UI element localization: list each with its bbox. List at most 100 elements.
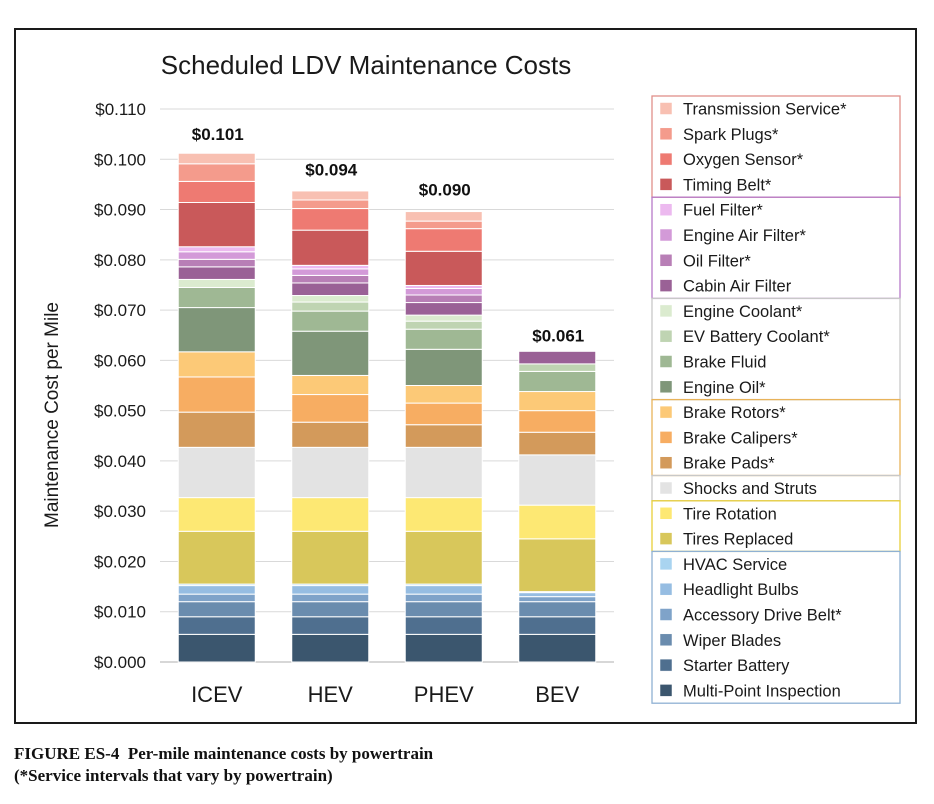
bar-segment <box>177 497 256 532</box>
bar-segment <box>291 446 370 499</box>
chart-frame: Scheduled LDV Maintenance Costs Maintena… <box>14 28 917 724</box>
y-tick-label: $0.090 <box>94 201 146 220</box>
bar-segment <box>177 251 256 260</box>
bar-segment <box>177 633 256 663</box>
bar-segment <box>177 446 256 499</box>
legend-swatch <box>659 254 673 267</box>
bar-segment <box>404 585 483 595</box>
bar-segment <box>518 601 597 618</box>
bar-segment <box>404 250 483 286</box>
y-tick-label: $0.070 <box>94 301 146 320</box>
bar-segment <box>291 199 370 210</box>
legend-label: Engine Air Filter* <box>683 227 806 245</box>
legend-label: Fuel Filter* <box>683 202 763 220</box>
bar-segment <box>404 302 483 316</box>
legend-swatch <box>659 456 673 469</box>
bar-segment <box>404 328 483 350</box>
bar-segment <box>404 228 483 252</box>
legend-label: Engine Oil* <box>683 379 766 397</box>
bars <box>177 152 597 663</box>
legend-label: Oil Filter* <box>683 252 751 270</box>
legend-swatch <box>659 633 673 647</box>
figure-caption-note: (*Service intervals that vary by powertr… <box>14 766 333 785</box>
bar-segment <box>177 530 256 585</box>
legend-label: Transmission Service* <box>683 101 847 119</box>
legend-label: Timing Belt* <box>683 176 772 194</box>
bar-segment <box>291 530 370 585</box>
bar-segment <box>291 268 370 276</box>
bar-segment <box>404 320 483 330</box>
legend-label: Spark Plugs* <box>683 126 779 144</box>
y-tick-label: $0.100 <box>94 150 146 169</box>
bar-segment <box>404 348 483 387</box>
bar-segment <box>291 394 370 423</box>
total-label: $0.090 <box>419 181 471 200</box>
bar-segment <box>404 220 483 230</box>
legend-swatch <box>659 102 673 115</box>
bar-segment <box>177 152 256 165</box>
y-tick-labels: $0.000 $0.010 $0.020 $0.030 $0.040 $0.050 $0.0… <box>94 100 146 672</box>
bar-segment <box>404 616 483 635</box>
bar-segment <box>291 633 370 663</box>
bar-segment <box>291 585 370 595</box>
y-tick-label: $0.010 <box>94 603 146 622</box>
bar-segment <box>177 593 256 603</box>
bar-segment <box>404 294 483 304</box>
bar-segment <box>291 374 370 396</box>
bar-segment <box>291 616 370 635</box>
bar-segment <box>291 208 370 231</box>
legend-label: Starter Battery <box>683 657 790 675</box>
legend-label: Cabin Air Filter <box>683 278 792 296</box>
bar-segment <box>291 310 370 332</box>
bar-segment <box>291 229 370 266</box>
stacked-bar-chart: Scheduled LDV Maintenance Costs Maintena… <box>42 50 901 707</box>
bar-segment <box>177 376 256 413</box>
legend-swatch <box>659 481 673 495</box>
x-tick-label: PHEV <box>414 682 474 707</box>
bar-segment <box>518 370 597 393</box>
legend-swatch <box>659 304 673 318</box>
legend-swatch <box>659 532 673 545</box>
bar-segment <box>518 431 597 456</box>
legend-label: Multi-Point Inspection <box>683 682 841 700</box>
legend-swatch <box>659 431 673 444</box>
bar-segment <box>291 274 370 284</box>
bar-segment <box>404 385 483 404</box>
bar-segment <box>291 601 370 618</box>
bar-segment <box>518 538 597 593</box>
bar-segment <box>518 596 597 603</box>
bar-segment <box>518 363 597 372</box>
bar-segment <box>177 278 256 288</box>
legend-label: Accessory Drive Belt* <box>683 607 842 625</box>
bar-segment <box>291 264 370 270</box>
figure-caption: FIGURE ES-4 Per-mile maintenance costs b… <box>14 744 434 763</box>
legend-label: Tire Rotation <box>683 505 777 523</box>
y-tick-label: $0.050 <box>94 402 146 421</box>
legend-label: Oxygen Sensor* <box>683 151 804 169</box>
bar-segment <box>177 585 256 595</box>
legend-swatch <box>659 684 673 697</box>
bar-segment <box>404 593 483 603</box>
bar-segment <box>291 330 370 376</box>
y-tick-label: $0.040 <box>94 452 146 471</box>
legend-label: Brake Calipers* <box>683 429 798 447</box>
y-tick-label: $0.000 <box>94 653 146 672</box>
bar-segment <box>404 424 483 448</box>
legend-label: Brake Pads* <box>683 455 775 473</box>
total-label: $0.101 <box>192 125 244 144</box>
bar-segment <box>177 307 256 353</box>
y-tick-label: $0.030 <box>94 502 146 521</box>
legend-label: Wiper Blades <box>683 632 781 650</box>
bar-segment <box>177 601 256 618</box>
legend-label: EV Battery Coolant* <box>683 328 830 346</box>
legend-swatch <box>659 405 673 419</box>
legend-label: Shocks and Struts <box>683 480 817 498</box>
bar-segment <box>404 530 483 585</box>
y-tick-label: $0.080 <box>94 251 146 270</box>
legend-label: Engine Coolant* <box>683 303 803 321</box>
legend-swatch <box>659 608 673 621</box>
legend-swatch <box>659 557 673 571</box>
y-tick-label: $0.020 <box>94 552 146 571</box>
bar-segment <box>518 350 597 365</box>
legend-label: Brake Rotors* <box>683 404 786 422</box>
